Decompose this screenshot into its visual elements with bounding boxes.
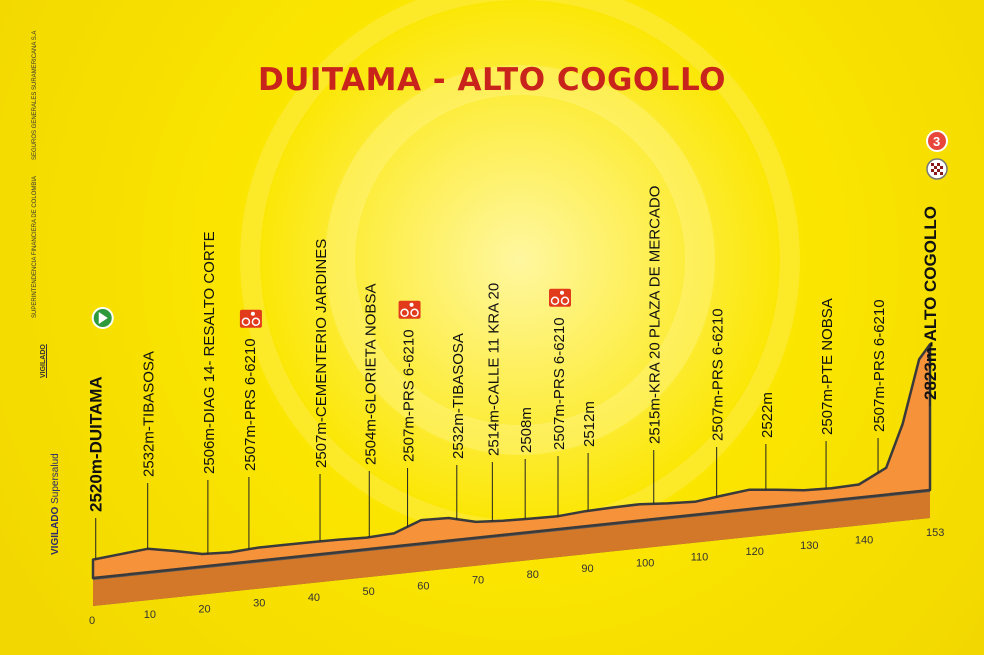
waypoint-label: 2507m-PRS 6-6210	[401, 329, 418, 462]
sprint-wheel-icon	[550, 296, 560, 306]
waypoint-label: 2507m-PRS 6-6210	[242, 338, 259, 471]
sprint-rider-icon	[250, 311, 255, 316]
waypoint-label: 2507m-PRS 6-6210	[871, 299, 888, 432]
finish-flag-icon	[926, 158, 948, 180]
sprint-wheel-icon	[251, 317, 261, 327]
sprint-icon	[398, 300, 421, 319]
x-tick-label: 50	[363, 586, 375, 598]
x-tick-label: 60	[417, 580, 429, 592]
sprint-wheel-icon	[560, 296, 570, 306]
waypoint-label: 2515m-KRA 20 PLAZA DE MERCADO	[647, 186, 664, 444]
category-label: 3	[933, 134, 940, 149]
x-tick-label: 10	[144, 609, 156, 621]
x-tick-label: 100	[636, 557, 654, 569]
category-badge-icon	[926, 130, 948, 152]
waypoint-layer: 2520m-DUITAMA 2532m-TIBASOSA 2506m-DIAG 14…	[87, 130, 948, 560]
sprint-wheel-icon	[241, 317, 251, 327]
waypoint-label: 2507m-PRS 6-6210	[710, 308, 727, 441]
profile-band	[93, 492, 930, 606]
x-tick-label: 40	[308, 592, 320, 604]
x-tick-label: 90	[581, 563, 593, 575]
x-tick-label: 153	[926, 527, 944, 539]
waypoint-label: 2512m	[581, 401, 598, 447]
tick-layer: 0 10 20 30 40 50 60 70 80 90 100 110 120 130 140 153	[89, 527, 944, 627]
waypoint-label: 2507m-CEMENTERIO JARDINES	[313, 239, 330, 468]
waypoint-label: 2507m-PTE NOBSA	[819, 298, 836, 435]
sprint-icon	[239, 309, 262, 328]
x-tick-label: 20	[198, 603, 210, 615]
x-tick-label: 110	[691, 552, 709, 564]
waypoint-label: 2823m-ALTO COGOLLO	[921, 206, 940, 400]
x-tick-label: 70	[472, 575, 484, 587]
elevation-area	[91, 343, 932, 580]
x-tick-label: 0	[89, 615, 95, 627]
waypoint-label: 2520m-DUITAMA	[87, 376, 106, 512]
page-title: DUITAMA - ALTO COGOLLO	[257, 62, 727, 98]
waypoint-label: 2532m-TIBASOSA	[141, 351, 158, 477]
waypoint-label: 2507m-PRS 6-6210	[551, 317, 568, 450]
sprint-wheel-icon	[400, 308, 409, 318]
waypoint-label: 2506m-DIAG 14- RESALTO CORTE	[201, 231, 218, 474]
sprint-rider-icon	[560, 290, 564, 295]
waypoint-label: 2504m-GLORIETA NOBSA	[362, 284, 379, 465]
sprint-rider-icon	[409, 302, 414, 307]
x-tick-label: 80	[527, 569, 539, 581]
waypoint-label: 2514m-CALLE 11 KRA 20	[485, 283, 502, 456]
x-tick-label: 130	[800, 540, 818, 552]
x-tick-label: 120	[745, 546, 763, 558]
profile-layer	[91, 343, 932, 606]
waypoint-label: 2522m	[759, 392, 776, 438]
waypoint-label: 2532m-TIBASOSA	[450, 333, 467, 459]
start-arrow-icon	[98, 312, 108, 324]
x-tick-label: 140	[855, 534, 873, 546]
waypoint-label: 2508m	[518, 407, 535, 453]
x-tick-label: 30	[253, 598, 265, 610]
sprint-icon	[549, 288, 571, 307]
sprint-wheel-icon	[410, 308, 419, 318]
